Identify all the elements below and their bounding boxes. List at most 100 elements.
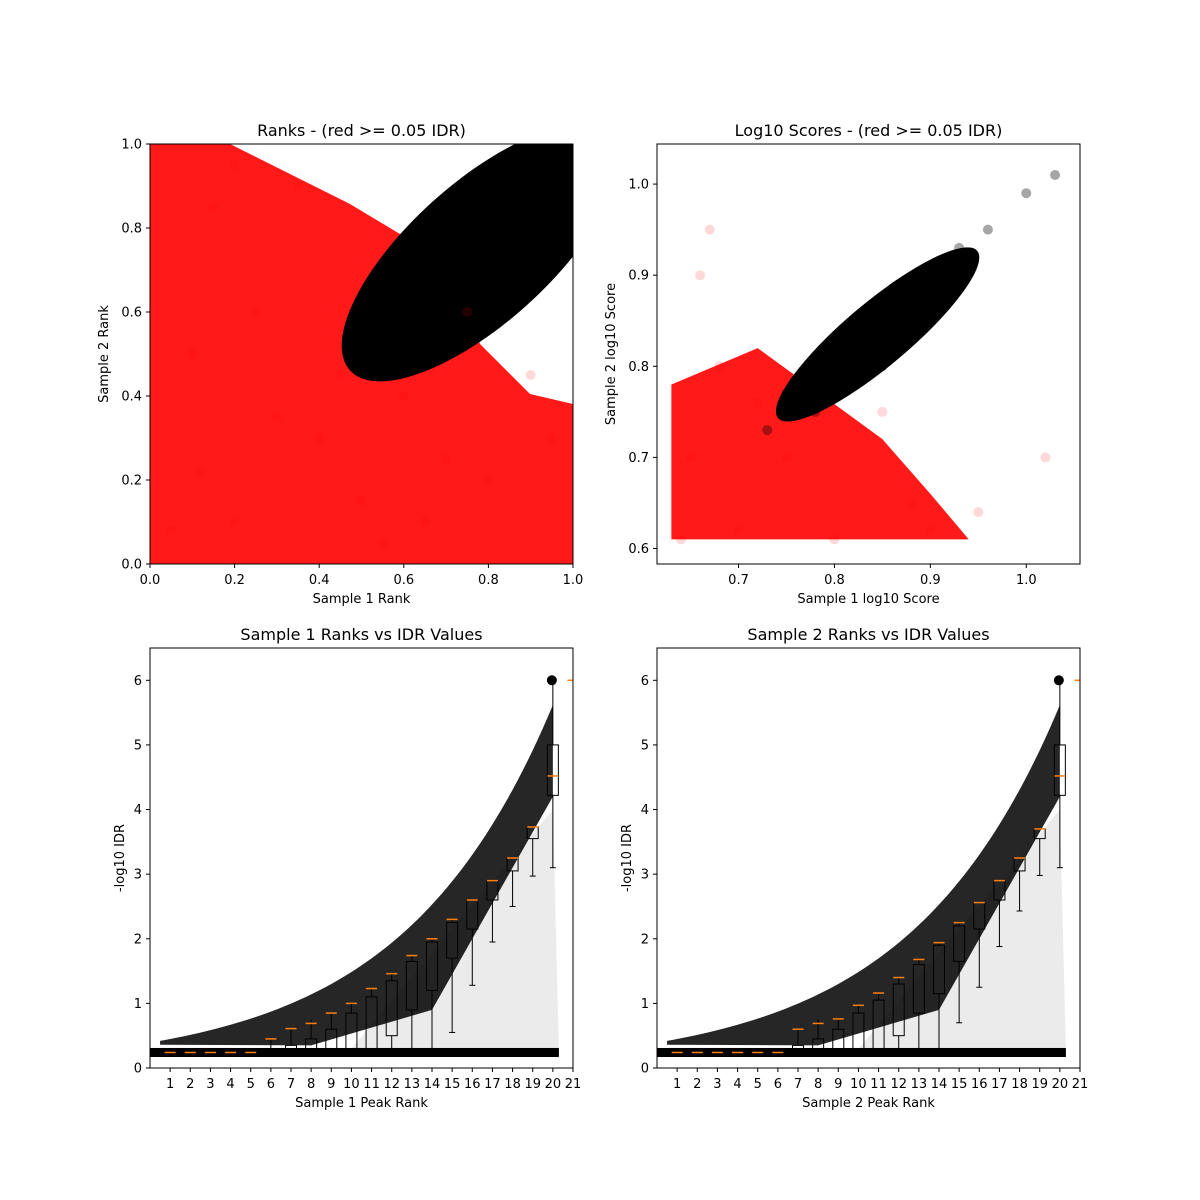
pass-point (954, 242, 965, 253)
fail-point (398, 391, 409, 401)
sample2-idr-panel: 1 2 3 4 5 6 7 8 9 10 11 12 13 14 15 16 17 18 19 20 21 012345… (620, 625, 1088, 1111)
box-rect (812, 1038, 825, 1053)
pass-point (419, 244, 430, 254)
ranks-title: Ranks - (red >= 0.05 IDR) (257, 121, 466, 140)
x-tick-label: 4 (226, 1077, 234, 1092)
idr-point-cloud (667, 704, 1060, 1046)
ranks-scatter-panel: 0.0 0.2 0.4 0.6 0.8 1.0 0.0 0.2 0.4 0.6 0.8 1.0 Ra… (97, 121, 583, 607)
x-tick-label: 0.7 (728, 573, 749, 588)
fail-point (752, 397, 763, 408)
y-tick-label: 4 (641, 803, 649, 818)
fail-point (377, 538, 388, 548)
sample2-y-ticks: 0 1 2 3 4 5 6 (641, 674, 657, 1077)
fail-point (733, 525, 744, 536)
x-tick-label: 20 (1052, 1077, 1069, 1092)
x-tick-label: 12 (890, 1077, 907, 1092)
x-tick-label: 6 (774, 1077, 782, 1092)
pass-point (377, 298, 388, 309)
pass-point (781, 388, 792, 399)
fail-point (419, 517, 430, 527)
sample1-y-ticks: 0 1 2 3 4 5 6 (134, 674, 150, 1077)
fail-point (166, 525, 177, 536)
x-tick-label: 16 (464, 1077, 481, 1092)
x-tick-label: 1 (166, 1077, 174, 1092)
box-rect (546, 744, 559, 796)
box-rect (792, 1044, 804, 1053)
sample2-y-label: -log10 IDR (620, 824, 635, 892)
box-rect (285, 1044, 297, 1053)
y-tick-label: 2 (134, 932, 142, 947)
fail-point (229, 160, 240, 170)
y-tick-label: 0.6 (121, 306, 142, 321)
fail-point (314, 433, 325, 443)
pass-point (762, 425, 773, 436)
sample2-x-ticks: 1 2 3 4 5 6 7 8 9 10 11 12 13 14 15 16 17 18 19 20 21 (673, 1068, 1088, 1092)
pass-point (441, 223, 452, 233)
sample2-title: Sample 2 Ranks vs IDR Values (747, 625, 989, 644)
x-tick-label: 15 (951, 1077, 968, 1092)
fail-point (546, 433, 557, 443)
ranks-x-label: Sample 1 Rank (313, 592, 411, 607)
x-tick-label: 3 (206, 1077, 214, 1092)
scores-scatter-panel: 0.7 0.8 0.9 1.0 0.6 0.7 0.8 0.9 1.0 Log10 Score… (604, 121, 1081, 607)
y-tick-label: 0.7 (628, 451, 649, 466)
pass-point (398, 265, 409, 275)
fail-point (525, 370, 536, 380)
x-tick-label: 21 (565, 1077, 582, 1092)
y-tick-label: 1.0 (628, 178, 649, 193)
y-tick-label: 0 (134, 1062, 142, 1077)
ranks-y-label: Sample 2 Rank (97, 305, 112, 403)
x-tick-label: 14 (931, 1077, 948, 1092)
x-tick-label: 10 (343, 1077, 360, 1092)
sample2-x-label: Sample 2 Peak Rank (802, 1096, 935, 1111)
y-tick-label: 1 (134, 997, 142, 1012)
fail-point (1040, 452, 1051, 463)
x-tick-label: 19 (524, 1077, 541, 1092)
y-tick-label: 2 (641, 932, 649, 947)
scores-y-label: Sample 2 log10 Score (604, 283, 619, 425)
fail-point (356, 496, 367, 506)
y-tick-label: 6 (641, 674, 649, 689)
ranks-scatter-marks (150, 144, 573, 564)
pass-point (877, 361, 888, 372)
pass-point (858, 315, 869, 326)
fail-point (208, 202, 219, 212)
y-tick-label: 0.9 (628, 269, 649, 284)
y-tick-label: 0.6 (628, 542, 649, 557)
y-tick-label: 4 (134, 803, 142, 818)
pass-point (398, 315, 409, 326)
x-tick-label: 9 (327, 1077, 335, 1092)
x-tick-label: 13 (404, 1077, 421, 1092)
pass-point (483, 189, 494, 200)
x-tick-label: 0.2 (224, 573, 245, 588)
y-tick-label: 0.8 (121, 222, 142, 237)
sample2-idr-marks (657, 675, 1080, 1058)
x-tick-label: 16 (971, 1077, 988, 1092)
y-tick-label: 6 (134, 674, 142, 689)
fail-point (229, 517, 240, 527)
pass-point (1050, 169, 1061, 180)
pass-point (483, 265, 494, 275)
x-tick-label: 6 (267, 1077, 275, 1092)
x-tick-label: 18 (504, 1077, 521, 1092)
x-tick-label: 3 (713, 1077, 721, 1092)
pass-point (504, 181, 515, 191)
y-tick-label: 5 (134, 738, 142, 753)
x-tick-label: 13 (911, 1077, 928, 1092)
scores-title: Log10 Scores - (red >= 0.05 IDR) (735, 121, 1003, 140)
x-tick-label: 17 (484, 1077, 501, 1092)
x-tick-label: 4 (733, 1077, 741, 1092)
pass-point (925, 261, 936, 272)
x-tick-label: 5 (754, 1077, 762, 1092)
idr-max-point (1053, 675, 1064, 686)
x-tick-label: 11 (870, 1077, 887, 1092)
fail-point (293, 181, 304, 191)
box-rect (305, 1038, 318, 1053)
x-tick-label: 2 (186, 1077, 194, 1092)
sample1-y-label: -log10 IDR (113, 824, 128, 892)
y-tick-label: 0.0 (121, 558, 142, 573)
fail-point (685, 452, 696, 463)
y-tick-label: 0.8 (628, 360, 649, 375)
fail-point (704, 224, 715, 235)
